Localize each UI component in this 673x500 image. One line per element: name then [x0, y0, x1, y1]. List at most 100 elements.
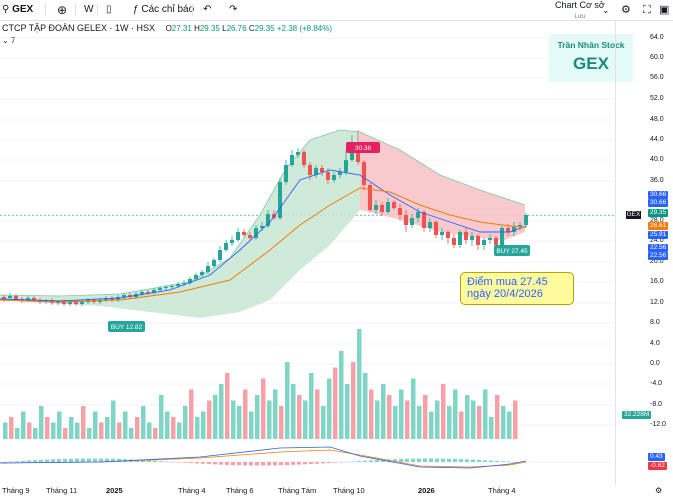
candle-body: [374, 205, 378, 210]
macd-histogram-bar: [111, 458, 115, 462]
candle-body: [308, 165, 312, 175]
candle-body: [452, 238, 456, 245]
macd-histogram-bar: [369, 460, 373, 462]
candle-body: [398, 208, 402, 215]
candle-body: [146, 292, 150, 293]
volume-bar: [231, 400, 236, 439]
camera-icon[interactable]: ▣: [659, 4, 670, 16]
settings-icon[interactable]: ⚙: [655, 486, 663, 495]
chevron-down-icon[interactable]: ⌄: [602, 5, 610, 15]
volume-bar: [15, 428, 20, 439]
candle-body: [188, 279, 192, 283]
price-tick: 48.0: [650, 116, 664, 123]
volume-bar: [99, 422, 104, 439]
candle-body: [206, 266, 210, 272]
macd-histogram-bar: [213, 462, 217, 465]
chart-type-label: Chart Cơ sở: [555, 0, 605, 10]
candle-body: [470, 236, 474, 240]
indicators-button[interactable]: ƒ Các chỉ báo: [133, 3, 194, 17]
volume-bar: [375, 400, 380, 439]
macd-histogram-bar: [489, 460, 493, 462]
macd-histogram-bar: [57, 459, 61, 462]
macd-histogram-bar: [507, 461, 511, 463]
macd-histogram-bar: [207, 462, 211, 465]
macd-histogram-bar: [261, 462, 265, 466]
candle-body: [434, 222, 438, 235]
macd-line: [0, 446, 527, 469]
candle-body: [326, 172, 330, 180]
redo-icon[interactable]: ↷: [229, 4, 238, 15]
interval-button[interactable]: W: [84, 4, 94, 15]
volume-bar: [105, 417, 110, 439]
candle-body: [350, 148, 354, 160]
time-tick: Tháng Tám: [278, 486, 317, 495]
h-label: H: [194, 24, 200, 33]
volume-bar: [333, 367, 338, 439]
fullscreen-icon[interactable]: ⛶: [643, 4, 651, 16]
candle-body: [248, 235, 252, 238]
volume-bar: [213, 395, 218, 439]
chevron-down-icon: ⌄: [2, 36, 9, 45]
candle-body: [68, 302, 72, 304]
volume-bar: [27, 422, 32, 439]
candle-body: [458, 232, 462, 245]
macd-histogram-bar: [411, 458, 415, 462]
candle-body: [236, 232, 240, 240]
volume-bar: [411, 378, 416, 439]
candle-body: [2, 297, 6, 300]
price-tick: -8.0: [650, 401, 663, 408]
price-axis[interactable]: 64.0 60.0 56.0 52.0 48.0 44.0 40.0 36.0 28.0 24.0…: [615, 20, 673, 485]
price-tick: -4.0: [650, 380, 663, 387]
indicators-collapse-toggle[interactable]: ⌄ 7: [2, 36, 15, 45]
price-tag: 32.228M: [622, 411, 652, 419]
candle-body: [176, 284, 180, 286]
symbol-search[interactable]: ⚲ GEX: [2, 3, 33, 17]
price-tick: 60.0: [650, 54, 664, 61]
chart-layout-button[interactable]: Chart Cơ sở Lưu: [555, 0, 605, 20]
price-tick: -12.0: [650, 421, 666, 428]
l-label: L: [222, 24, 227, 33]
candle-body: [518, 225, 522, 227]
chart-legend: CTCP TẬP ĐOÀN GELEX · 1W · HSX O27.31 H2…: [2, 23, 332, 33]
price-tag: 26.61: [648, 222, 669, 230]
volume-bar: [417, 406, 422, 439]
gear-icon[interactable]: ⚙: [621, 4, 631, 16]
sell-label: 30.38: [355, 145, 372, 152]
volume-bar: [81, 406, 86, 439]
volume-bar: [33, 428, 38, 439]
volume-bar: [405, 400, 410, 439]
macd-histogram-bar: [399, 458, 403, 462]
volume-bar: [207, 400, 212, 439]
volume-bar: [3, 422, 8, 439]
macd-histogram-bar: [171, 461, 175, 463]
l-value: 26.76: [226, 24, 247, 33]
candle-body: [26, 298, 30, 300]
indicators-label: Các chỉ báo: [141, 4, 195, 15]
candle-body: [224, 243, 228, 250]
candle-body: [242, 232, 246, 235]
candle-body: [230, 240, 234, 243]
undo-icon[interactable]: ↶: [203, 4, 212, 15]
price-chart[interactable]: BUY 12.82 BUY 27.45 30.38: [0, 30, 615, 470]
macd-histogram-bar: [63, 458, 67, 462]
chart-style-icon[interactable]: ▯: [106, 4, 112, 15]
macd-histogram-bar: [165, 461, 169, 463]
volume-bar: [363, 373, 368, 439]
note-line-2: ngày 20/4/2026: [467, 288, 543, 300]
candle-body: [284, 165, 288, 182]
volume-bar: [483, 389, 488, 439]
volume-bar: [345, 384, 350, 439]
compare-add-icon[interactable]: ⊕: [57, 3, 68, 17]
volume-bar: [57, 411, 62, 439]
macd-histogram-bar: [363, 460, 367, 462]
macd-histogram-bar: [477, 459, 481, 462]
price-tick: 36.0: [650, 177, 664, 184]
time-tick: Tháng 4: [488, 486, 516, 495]
time-axis[interactable]: Tháng 9 Tháng 11 2025 Tháng 4 Tháng 6 Tháng T…: [0, 484, 615, 500]
price-tag: 25.91: [648, 231, 669, 239]
volume-bar: [135, 417, 140, 439]
macd-histogram-bar: [183, 462, 187, 463]
price-tag: 29.35: [648, 209, 669, 217]
candle-body: [386, 202, 390, 212]
h-value: 29.35: [199, 24, 220, 33]
